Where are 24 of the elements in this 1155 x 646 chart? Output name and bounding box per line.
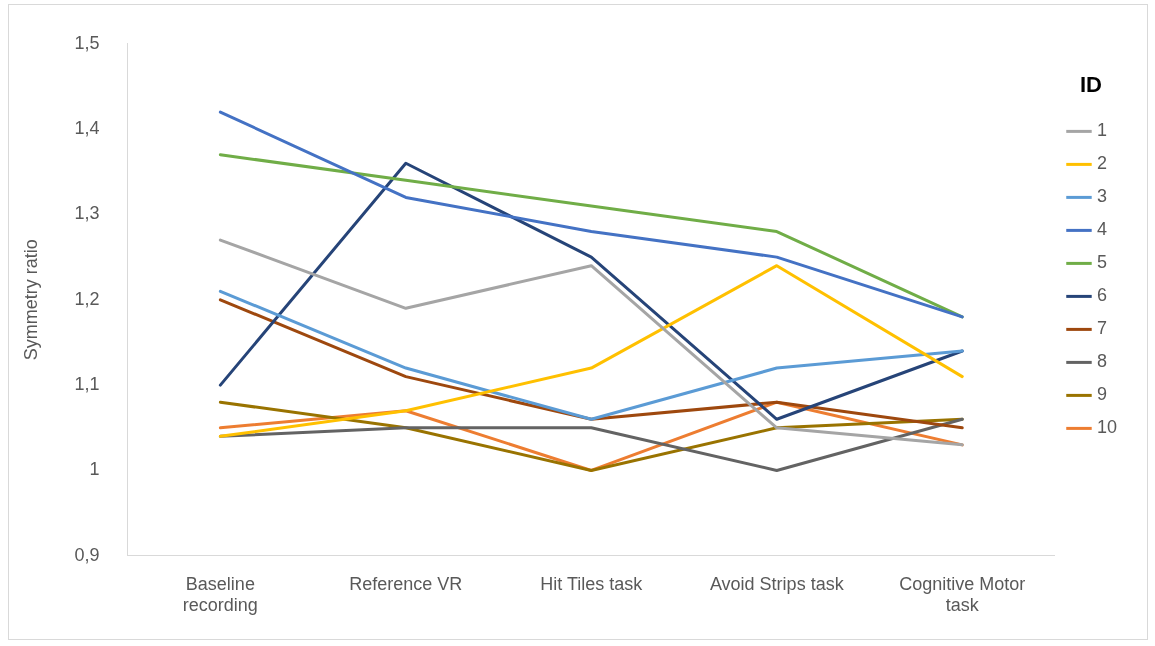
x-tick-label: Baseline recording bbox=[182, 573, 258, 616]
legend-label: 2 bbox=[1096, 153, 1107, 174]
x-tick-label: Hit Tiles task bbox=[540, 573, 644, 594]
legend-label: 7 bbox=[1096, 318, 1107, 339]
y-tick-label: 1,5 bbox=[74, 32, 100, 53]
y-tick-label: 1,1 bbox=[74, 374, 100, 395]
legend-label: 8 bbox=[1096, 351, 1107, 372]
legend-label: 5 bbox=[1096, 252, 1107, 273]
x-tick-label: Reference VR bbox=[349, 573, 463, 594]
y-tick-label: 1,4 bbox=[74, 118, 100, 139]
y-tick-label: 1,2 bbox=[74, 288, 100, 309]
y-tick-label: 1 bbox=[89, 459, 100, 480]
y-axis-title: Symmetry ratio bbox=[20, 239, 41, 361]
x-tick-label: Cognitive Motor task bbox=[899, 573, 1026, 616]
legend-label: 9 bbox=[1096, 384, 1107, 405]
legend-label: 4 bbox=[1096, 219, 1107, 240]
legend-label: 6 bbox=[1096, 285, 1107, 306]
x-tick-label: Avoid Strips task bbox=[709, 573, 845, 594]
legend-label: 10 bbox=[1096, 417, 1118, 438]
y-tick-label: 1,3 bbox=[74, 203, 100, 224]
y-tick-label: 0,9 bbox=[74, 544, 100, 565]
legend-label: 3 bbox=[1096, 186, 1107, 207]
legend-label: 1 bbox=[1096, 120, 1107, 141]
legend-title: ID bbox=[1079, 72, 1102, 98]
